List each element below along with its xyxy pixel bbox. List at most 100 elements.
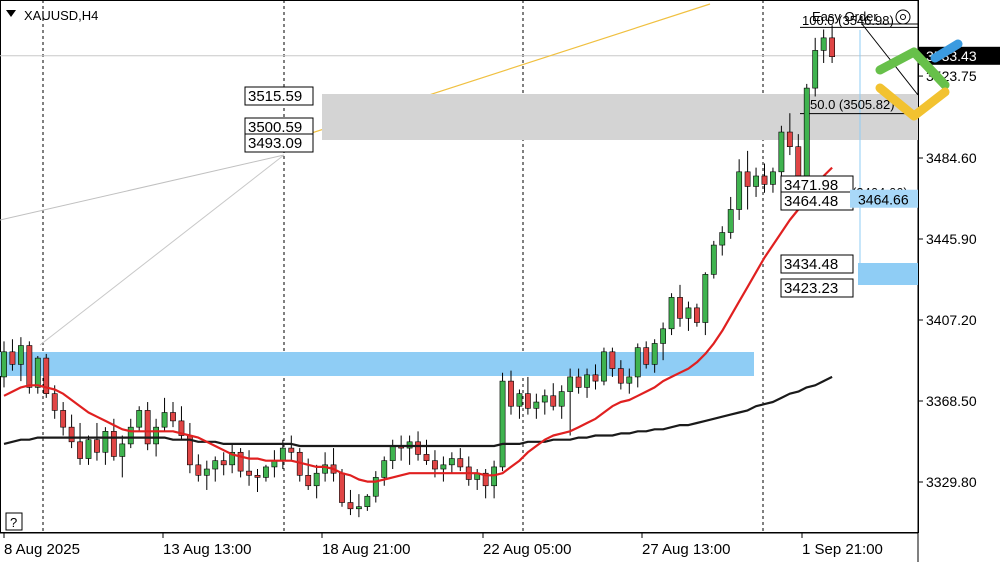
candle-body: [786, 131, 793, 147]
candle: [195, 454, 202, 482]
logo-blue-stroke: [930, 39, 963, 63]
candle-body: [153, 426, 159, 445]
help-label: ?: [10, 515, 17, 530]
price-label[interactable]: 3423.23: [780, 278, 854, 298]
candle-body: [381, 460, 388, 478]
candle-body: [68, 426, 75, 443]
gray-zone-label[interactable]: 3515.59: [244, 86, 314, 106]
candle-body: [516, 393, 523, 407]
candle: [786, 113, 793, 156]
candle: [347, 489, 354, 516]
candle-body: [85, 439, 92, 459]
candle-body: [60, 410, 67, 428]
candle-body: [744, 171, 751, 187]
candle: [448, 452, 455, 474]
candle-body: [364, 495, 371, 507]
time-tick-label: 13 Aug 13:00: [163, 541, 251, 558]
price-tick-label: 3407.20: [926, 312, 977, 328]
candle-body: [702, 274, 709, 323]
price-label-box: [780, 278, 854, 298]
candle-body: [558, 391, 565, 407]
gray-zone-label-text: 3515.59: [248, 88, 302, 105]
candle: [753, 167, 759, 197]
price-tick-label: 3368.50: [926, 393, 977, 409]
order-line: [861, 23, 919, 96]
brand-logo: [875, 39, 963, 121]
candle-body: [254, 475, 261, 478]
candle-body: [212, 460, 219, 470]
candle: [770, 167, 776, 193]
candle-body: [136, 410, 143, 428]
candle: [144, 402, 151, 451]
price-label-box: [780, 254, 854, 274]
candle: [220, 452, 227, 476]
gray-zone-label[interactable]: 3500.59: [244, 117, 314, 137]
candle-body: [246, 470, 252, 476]
gray-zone-label[interactable]: 3493.09: [244, 133, 314, 153]
candle-body: [43, 357, 50, 394]
candle: [592, 364, 599, 390]
candle-body: [305, 475, 312, 487]
gray-zone-label-box: [244, 86, 314, 106]
candle-body: [415, 441, 421, 455]
candle-body: [609, 351, 616, 369]
candle: [651, 339, 658, 373]
candle: [575, 368, 582, 394]
candle-body: [770, 171, 776, 185]
candle: [68, 414, 75, 449]
ma-fast-line: [3, 166, 833, 483]
candle: [693, 303, 700, 327]
candle-body: [119, 443, 126, 457]
candle: [212, 456, 219, 482]
menu-triangle-icon[interactable]: [6, 10, 16, 17]
price-label[interactable]: 3471.98: [780, 175, 854, 195]
candle: [567, 368, 574, 436]
candle-body: [499, 380, 506, 468]
candle-body: [753, 175, 759, 187]
candle-body: [229, 451, 236, 466]
candle: [508, 370, 514, 415]
candle: [778, 125, 785, 181]
candle: [634, 343, 641, 388]
candle-body: [102, 431, 109, 453]
time-tick-label: 1 Sep 21:00: [802, 541, 883, 558]
candle-body: [144, 410, 151, 445]
candle-body: [448, 458, 455, 466]
candle: [254, 469, 261, 493]
candle-body: [719, 232, 726, 246]
candle: [677, 284, 683, 327]
symbol-label: XAUUSD,H4: [24, 8, 98, 23]
candle-body: [339, 472, 345, 503]
candle-body: [372, 477, 379, 497]
price-tick-label: 3329.80: [926, 474, 977, 490]
price-label-text: 3434.48: [784, 256, 838, 273]
candle: [744, 150, 751, 210]
candle-body: [541, 395, 548, 403]
candle-body: [51, 393, 58, 411]
candle: [423, 439, 430, 465]
candle-body: [795, 146, 802, 181]
candle-body: [651, 343, 658, 365]
candle: [313, 464, 320, 499]
candle-body: [94, 439, 100, 453]
candle: [710, 240, 717, 279]
help-button[interactable]: [5, 512, 23, 531]
candle-body: [389, 445, 396, 461]
candle: [626, 368, 633, 394]
candle-body: [626, 376, 633, 384]
candle: [246, 450, 252, 486]
candle-body: [803, 87, 810, 181]
candle-body: [313, 472, 320, 487]
price-label[interactable]: 3464.48: [780, 191, 854, 211]
price-label[interactable]: 3434.48: [780, 254, 854, 274]
candle: [1, 341, 7, 388]
candle-body: [829, 37, 835, 57]
candle-body: [34, 357, 41, 388]
candle-body: [195, 464, 202, 476]
candle: [761, 163, 768, 193]
candle-body: [736, 171, 743, 210]
candle-body: [355, 506, 362, 510]
candle: [34, 356, 41, 394]
candle: [803, 83, 810, 185]
